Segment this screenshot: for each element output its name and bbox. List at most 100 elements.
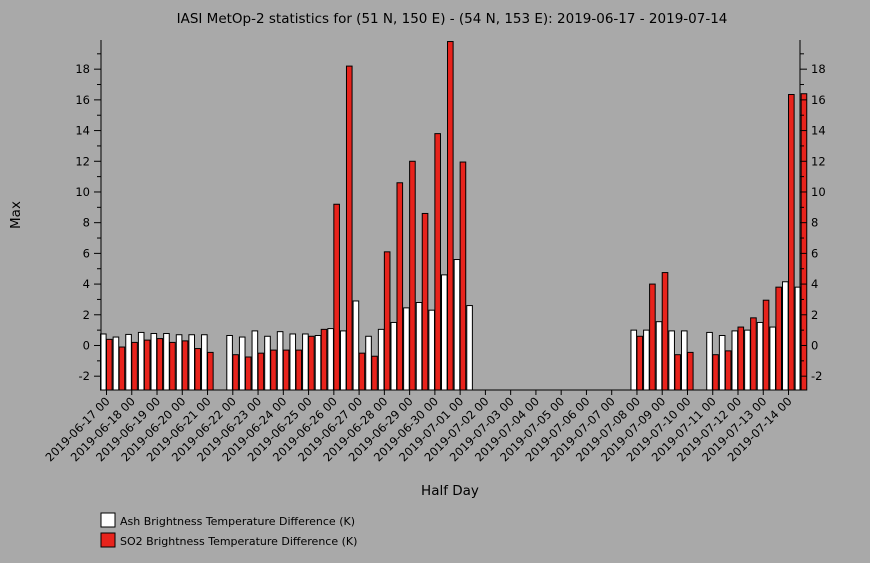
ash-bar	[630, 329, 638, 391]
so2-bar	[775, 286, 782, 391]
y-tick-label-right: 10	[811, 185, 826, 199]
so2-bar	[409, 160, 416, 391]
ash-bar	[137, 331, 145, 391]
so2-bar	[181, 340, 189, 391]
so2-bar	[724, 350, 732, 391]
so2-bar	[194, 348, 202, 391]
y-tick-label-right: 16	[811, 93, 826, 107]
so2-bar	[762, 299, 770, 391]
ash-bar	[163, 333, 170, 391]
ash-bar	[756, 321, 764, 391]
ash-bar	[327, 328, 334, 391]
so2-bar	[447, 41, 454, 391]
ash-bar	[314, 335, 322, 391]
y-tick-label-right: 18	[811, 62, 826, 76]
y-tick-label-right: 14	[811, 124, 826, 138]
so2-bar	[421, 212, 429, 391]
ash-bar	[276, 331, 284, 391]
so2-bar	[131, 341, 138, 391]
so2-bar	[169, 341, 176, 391]
so2-bar	[371, 355, 378, 391]
so2-bar	[118, 346, 126, 391]
legend-swatch-so2	[100, 532, 116, 548]
chart-title: IASI MetOp-2 statistics for (51 N, 150 E…	[177, 11, 728, 27]
so2-bar	[106, 338, 113, 391]
y-tick-label-left: 18	[75, 62, 90, 76]
so2-bar	[674, 354, 681, 391]
ash-bar	[643, 329, 650, 391]
y-tick-label-left: 2	[83, 308, 90, 322]
so2-bar	[333, 203, 340, 391]
y-tick-label-right: 8	[811, 216, 818, 230]
so2-bar	[459, 161, 467, 391]
so2-bar	[800, 93, 808, 391]
y-tick-label-right: 4	[811, 277, 818, 291]
so2-bar	[750, 317, 757, 391]
y-tick-label-right: 6	[811, 246, 818, 260]
ash-bar	[365, 335, 372, 391]
y-tick-label-right: -2	[811, 369, 822, 383]
y-tick-label-left: -2	[79, 369, 90, 383]
legend: Ash Brightness Temperature Difference (K…	[100, 512, 357, 548]
ash-bar	[112, 336, 120, 391]
so2-bar	[649, 283, 656, 391]
so2-bar	[143, 339, 151, 391]
bars-group	[100, 41, 808, 391]
so2-bar	[686, 351, 694, 391]
so2-bar	[270, 349, 277, 391]
so2-bar	[207, 351, 214, 391]
legend-label-ash: Ash Brightness Temperature Difference (K…	[120, 515, 355, 528]
so2-bar	[232, 354, 239, 391]
ash-bar	[466, 305, 473, 391]
so2-bar	[320, 328, 328, 391]
ash-bar	[415, 302, 423, 391]
so2-bar	[358, 352, 366, 391]
so2-bar	[345, 65, 353, 391]
y-tick-label-right: 2	[811, 308, 818, 322]
so2-bar	[257, 352, 265, 391]
so2-bar	[661, 272, 669, 391]
y-ticks-group: -2 -2 0 0 2 2 4 4 6 6 8 8 10 10 12 12 14 14 16 16 18 18	[75, 53, 826, 383]
ash-bar	[680, 330, 688, 391]
so2-bar	[295, 349, 303, 391]
y-tick-label-left: 6	[83, 246, 90, 260]
ash-bar	[441, 274, 448, 391]
y-tick-label-left: 16	[75, 93, 90, 107]
so2-bar	[244, 356, 252, 391]
legend-swatch-ash	[100, 512, 116, 528]
y-tick-label-left: 12	[75, 154, 90, 168]
ash-bar	[150, 333, 158, 391]
x-axis-label: Half Day	[421, 483, 479, 499]
ash-bar	[655, 321, 663, 391]
so2-bar	[383, 251, 391, 391]
y-tick-label-left: 4	[83, 277, 90, 291]
ash-bar	[731, 330, 739, 391]
ash-bar	[125, 333, 132, 391]
ash-bar	[390, 321, 398, 391]
so2-bar	[156, 338, 164, 391]
y-tick-label-right: 12	[811, 154, 826, 168]
so2-bar	[788, 94, 795, 391]
y-tick-label-right: 0	[811, 338, 818, 352]
ash-bar	[428, 309, 435, 391]
y-tick-label-left: 8	[83, 216, 90, 230]
ash-bar	[251, 330, 259, 391]
ash-bar	[744, 329, 751, 391]
ash-bar	[718, 335, 726, 391]
ash-bar	[403, 307, 410, 391]
ash-bar	[782, 281, 789, 391]
so2-bar	[737, 326, 745, 391]
ash-bar	[201, 334, 208, 391]
ash-bar	[238, 336, 246, 391]
so2-bar	[396, 182, 404, 391]
so2-bar	[434, 133, 441, 391]
so2-bar	[308, 335, 315, 391]
so2-bar	[712, 354, 719, 391]
ash-bar	[668, 330, 675, 391]
so2-bar	[282, 349, 290, 391]
y-tick-label-left: 14	[75, 124, 90, 138]
legend-label-so2: SO2 Brightness Temperature Difference (K…	[120, 535, 357, 548]
ash-bar	[226, 335, 233, 391]
